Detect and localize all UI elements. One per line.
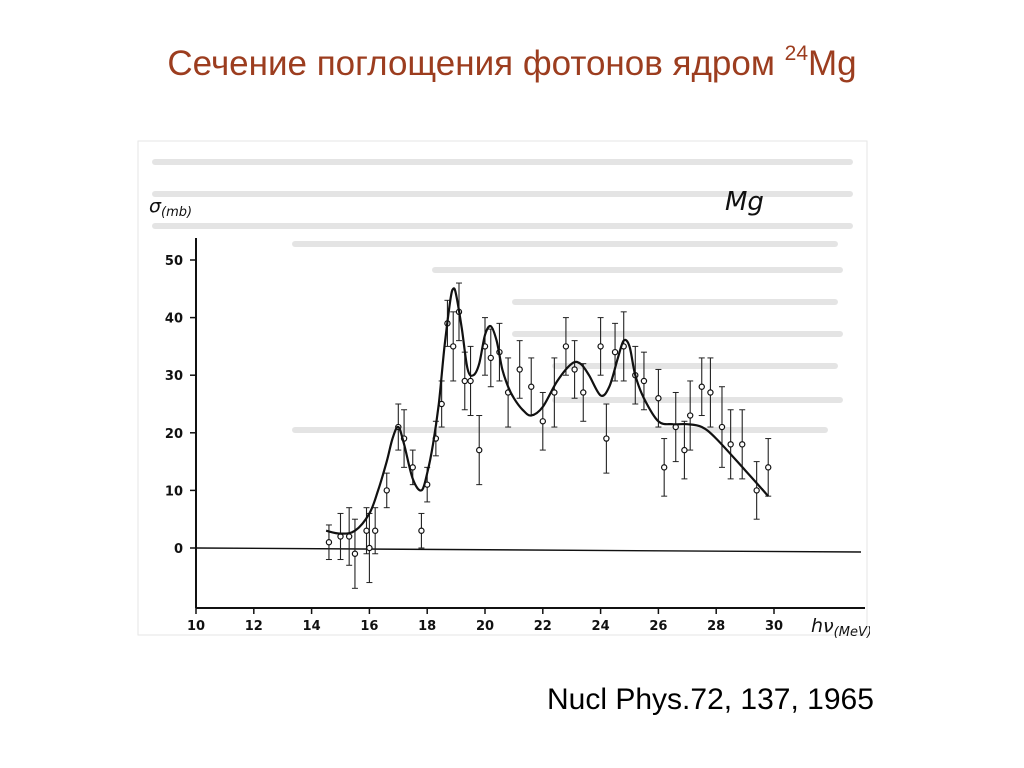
data-point <box>487 354 494 362</box>
citation: Nucl Phys.72, 137, 1965 <box>547 683 874 716</box>
data-point <box>366 544 373 552</box>
data-point <box>363 527 370 534</box>
data-point <box>418 527 425 534</box>
y-tick-label: 10 <box>165 484 183 499</box>
y-tick-label: 0 <box>174 542 183 557</box>
axes <box>195 238 865 609</box>
data-point <box>571 366 578 373</box>
x-tick-label: 12 <box>245 619 263 634</box>
data-point <box>603 435 610 442</box>
x-ticks: 10 12 14 16 18 20 22 24 26 28 30 <box>187 608 783 634</box>
data-point <box>655 395 662 402</box>
y-tick-label: 20 <box>165 427 183 442</box>
data-point <box>640 377 648 385</box>
y-axis-symbol: σ <box>149 195 162 217</box>
data-point <box>727 441 734 448</box>
data-point <box>383 487 390 494</box>
data-point <box>562 343 570 350</box>
x-tick-label: 22 <box>534 619 552 634</box>
scan-page-edge <box>137 140 868 636</box>
y-axis-unit: (mb) <box>161 205 192 220</box>
data-point <box>516 366 523 373</box>
x-axis-symbol: hν <box>811 615 834 637</box>
data-point <box>660 464 668 471</box>
data-point <box>718 423 726 431</box>
y-tick-label: 40 <box>165 312 183 327</box>
zero-baseline <box>195 547 862 553</box>
x-axis-unit: (MeV) <box>834 625 870 638</box>
data-point <box>461 377 468 385</box>
data-point <box>528 383 535 390</box>
data-point <box>686 412 694 419</box>
x-tick-label: 26 <box>649 619 667 634</box>
data-point <box>739 441 746 448</box>
chart-figure: 10 12 14 16 18 20 22 24 26 28 30 0 10 20 30 40 50 σ(mb)… <box>135 138 872 640</box>
data-point <box>467 377 474 385</box>
data-point <box>325 539 333 546</box>
data-point <box>580 389 587 396</box>
x-tick-label: 14 <box>303 619 321 634</box>
data-point <box>597 343 604 350</box>
data-point <box>539 418 546 425</box>
slide-title: Сечение поглощения фотонов ядром 24Mg <box>0 42 1024 84</box>
x-tick-label: 10 <box>187 619 205 634</box>
x-tick-label: 28 <box>707 619 725 634</box>
y-ticks: 0 10 20 30 40 50 <box>165 254 196 557</box>
data-point <box>707 389 714 396</box>
y-tick-label: 30 <box>165 369 183 384</box>
data-point <box>698 383 705 390</box>
data-point <box>753 487 760 494</box>
data-point <box>476 446 483 454</box>
chart-svg: 10 12 14 16 18 20 22 24 26 28 30 0 10 20 30 40 50 σ(mb)… <box>137 140 872 640</box>
plot-label-mg: Mg <box>725 187 764 217</box>
y-axis-label: σ(mb) <box>149 195 192 220</box>
fit-curve <box>325 287 770 535</box>
title-text: Сечение поглощения фотонов ядром <box>167 44 785 83</box>
x-tick-label: 30 <box>765 619 783 634</box>
data-point <box>765 464 772 471</box>
x-tick-label: 24 <box>592 619 610 634</box>
isotope-symbol: Mg <box>808 44 857 83</box>
x-tick-label: 18 <box>418 619 436 634</box>
data-point <box>681 446 688 454</box>
y-tick-label: 50 <box>165 254 183 269</box>
x-tick-label: 20 <box>476 619 494 634</box>
data-point <box>450 343 457 350</box>
data-point <box>345 533 353 540</box>
data-point <box>371 527 379 534</box>
data-point <box>611 348 619 356</box>
scan-ghost-text <box>152 159 853 433</box>
isotope-mass-number: 24 <box>784 42 808 65</box>
x-tick-label: 16 <box>360 619 378 634</box>
x-axis-label: hν(MeV) <box>811 615 870 638</box>
data-point <box>351 550 359 557</box>
